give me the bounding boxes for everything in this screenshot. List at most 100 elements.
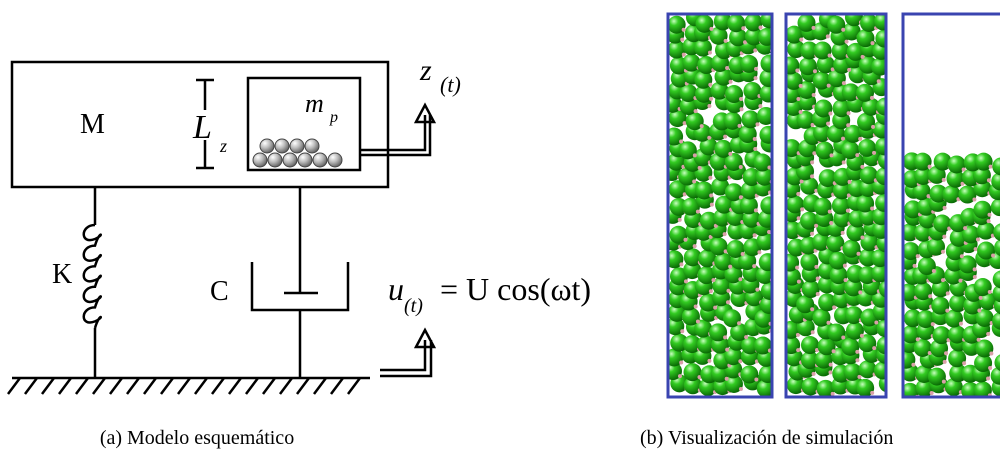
grain xyxy=(975,339,994,358)
grain-atom xyxy=(758,104,763,109)
grain xyxy=(856,378,875,397)
grain xyxy=(912,182,931,201)
particle xyxy=(267,152,283,168)
grain-atom xyxy=(972,197,977,202)
grain xyxy=(796,295,815,314)
grain xyxy=(813,197,832,216)
grain xyxy=(862,97,881,116)
grain xyxy=(800,351,819,370)
grain-atom xyxy=(927,164,932,169)
grain-atom xyxy=(978,295,983,300)
grain xyxy=(729,28,748,47)
ground-hatch xyxy=(7,377,361,395)
grain-atom xyxy=(726,288,731,293)
grain xyxy=(812,308,831,327)
particle xyxy=(304,138,320,154)
grain-atom xyxy=(929,390,934,395)
grain-atom xyxy=(987,290,992,295)
grain xyxy=(974,152,993,171)
grain-atom xyxy=(767,230,772,235)
grain xyxy=(903,309,922,328)
grain-atom xyxy=(989,351,994,356)
grain xyxy=(992,157,1000,176)
grain xyxy=(725,85,744,104)
grain xyxy=(948,325,967,344)
grain-atom xyxy=(876,79,881,84)
grain xyxy=(875,167,886,186)
grain xyxy=(841,141,860,160)
grain xyxy=(816,55,835,74)
grain xyxy=(973,200,992,219)
grain xyxy=(699,137,718,156)
grain xyxy=(757,27,772,46)
grain xyxy=(846,223,865,242)
grain-atom xyxy=(843,278,848,283)
grain xyxy=(709,323,728,342)
grain-atom xyxy=(840,230,845,235)
grain-atom xyxy=(944,351,949,356)
grain xyxy=(858,138,877,157)
grain-atom xyxy=(775,146,779,150)
grain xyxy=(856,29,875,48)
grain-atom xyxy=(890,119,894,123)
grain-atom xyxy=(692,244,697,249)
grain xyxy=(832,99,851,118)
grain-atom xyxy=(891,246,895,250)
grain-atom xyxy=(872,150,877,155)
grain-atom xyxy=(892,164,896,168)
grain-atom xyxy=(739,107,744,112)
grain-atom xyxy=(707,50,712,55)
grain-atom xyxy=(846,111,851,116)
grain-atom xyxy=(775,294,779,298)
grain-atom xyxy=(683,237,688,242)
grain xyxy=(816,379,835,397)
grain xyxy=(903,382,919,397)
grain xyxy=(740,365,759,384)
particle xyxy=(259,138,275,154)
grain xyxy=(758,253,772,272)
grain xyxy=(730,323,749,342)
grain-atom xyxy=(941,249,946,254)
grain xyxy=(786,71,803,90)
grain xyxy=(743,81,762,100)
grain xyxy=(758,365,772,384)
grain xyxy=(876,97,886,116)
grain-atom xyxy=(889,206,893,210)
grain xyxy=(738,252,757,271)
grain-atom xyxy=(679,262,684,267)
grain xyxy=(683,248,702,267)
grain-atom xyxy=(722,232,727,237)
grain-atom xyxy=(960,181,965,186)
grain-atom xyxy=(846,123,851,128)
grain-atom xyxy=(796,348,801,353)
grain-atom xyxy=(795,332,800,337)
grain-atom xyxy=(941,379,946,384)
grain-atom xyxy=(829,221,834,226)
grain-atom xyxy=(743,40,748,45)
grain-atom xyxy=(713,305,718,310)
grain-atom xyxy=(888,373,892,377)
grain-atom xyxy=(973,247,978,252)
grain xyxy=(695,14,714,33)
grain-atom xyxy=(693,304,698,309)
grain xyxy=(697,335,716,354)
grain xyxy=(994,239,1000,257)
grain xyxy=(753,336,772,355)
simulation xyxy=(666,12,1000,399)
grain xyxy=(715,195,734,214)
grain-atom xyxy=(857,374,862,379)
grain xyxy=(668,152,686,171)
particle xyxy=(312,152,328,168)
grain xyxy=(877,151,886,170)
grain xyxy=(742,209,761,228)
grain-atom xyxy=(991,253,996,258)
grain-atom xyxy=(890,110,894,114)
grain-atom xyxy=(889,149,893,153)
grain-atom xyxy=(711,278,716,283)
grain-atom xyxy=(860,235,865,240)
grain xyxy=(944,378,963,397)
grain xyxy=(856,83,875,102)
grain xyxy=(683,335,702,354)
grain xyxy=(903,223,919,242)
particle-subscript: p xyxy=(329,109,338,126)
